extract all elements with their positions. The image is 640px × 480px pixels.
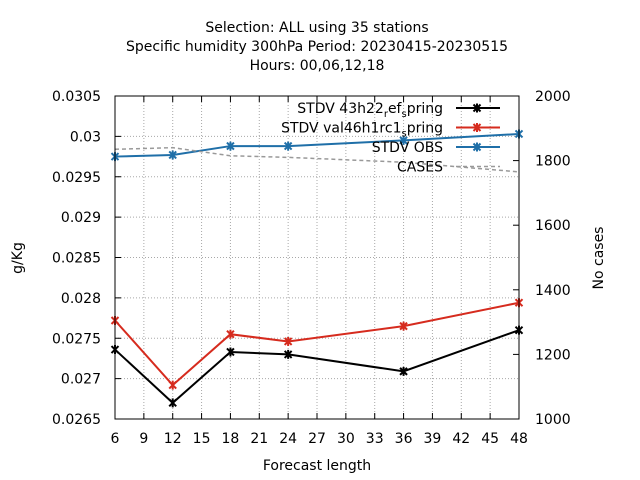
data-point	[283, 336, 293, 346]
chart-title: Selection: ALL using 35 stations Specifi…	[126, 20, 508, 74]
y2-tick-label: 1800	[535, 154, 571, 170]
data-point	[168, 398, 177, 408]
legend-label-part: STDV val46h1rc1	[281, 121, 401, 137]
x-tick-label: 15	[193, 431, 211, 447]
data-point	[399, 366, 408, 376]
point-marker	[168, 380, 177, 390]
data-point	[226, 329, 235, 339]
x-tick-label: 27	[308, 431, 326, 447]
data-point	[399, 321, 408, 331]
title-line-1: Selection: ALL using 35 stations	[205, 20, 428, 36]
title-line-2: Specific humidity 300hPa Period: 2023041…	[126, 39, 508, 55]
x-tick-label: 21	[250, 431, 268, 447]
x-tick-label: 6	[111, 431, 120, 447]
y-tick-label: 0.0275	[52, 331, 101, 347]
point-marker	[399, 135, 408, 145]
legend-label-part: s	[401, 129, 406, 140]
y-tick-label: 0.027	[61, 372, 101, 388]
series-line-stdv-val46h1rc1-spring	[114, 301, 520, 387]
data-point	[399, 135, 408, 145]
point-marker	[168, 398, 177, 408]
x-tick-label: 39	[424, 431, 442, 447]
x-tick-label: 33	[366, 431, 384, 447]
y2-axis-label: No cases	[591, 227, 607, 290]
data-point	[168, 150, 177, 160]
data-point	[226, 141, 235, 151]
point-marker	[283, 141, 293, 151]
y2-tick-label: 2000	[535, 89, 571, 105]
x-tick-label: 18	[222, 431, 240, 447]
legend-label-part: r	[384, 109, 389, 120]
data-point	[226, 347, 235, 357]
point-marker	[226, 347, 235, 357]
legend-label: CASES	[397, 160, 443, 176]
series-line-stdv-43h22-ref-spring	[114, 329, 520, 405]
y-tick-label: 0.0285	[52, 251, 101, 267]
y-tick-label: 0.0305	[52, 89, 101, 105]
y-tick-label: 0.028	[61, 291, 101, 307]
y-axis-label: g/Kg	[10, 242, 26, 274]
series-line-cases	[114, 146, 520, 173]
legend-marker	[472, 103, 482, 113]
legend-label-part: s	[401, 109, 406, 120]
legend-label: STDV val46h1rc1spring	[281, 121, 443, 140]
axis-ticks: 6 9 12 15 18 21 24 27 30 33 36 39 42 45 48 0.0265 0.027 0…	[52, 89, 571, 447]
y2-tick-label: 1600	[535, 218, 571, 234]
x-tick-label: 12	[164, 431, 182, 447]
legend-marker	[472, 142, 482, 152]
legend-label: STDV OBS	[372, 140, 443, 156]
series-line-stdv-obs	[114, 132, 520, 158]
point-marker	[226, 141, 235, 151]
y-tick-label: 0.0265	[52, 412, 101, 428]
point-marker	[168, 150, 177, 160]
title-line-3: Hours: 00,06,12,18	[250, 58, 385, 74]
legend-item: STDV OBS	[372, 140, 500, 156]
legend-label-part: pring	[407, 101, 443, 117]
data-point	[283, 141, 293, 151]
data-point	[168, 380, 177, 390]
legend-label-part: ef	[388, 101, 403, 117]
y-tick-label: 0.03	[70, 129, 101, 145]
legend-label-part: STDV 43h22	[297, 101, 384, 117]
x-tick-label: 36	[395, 431, 413, 447]
x-tick-label: 30	[337, 431, 355, 447]
x-tick-label: 45	[481, 431, 499, 447]
y2-tick-label: 1000	[535, 412, 571, 428]
point-marker	[399, 366, 408, 376]
x-axis-label: Forecast length	[263, 458, 371, 474]
point-marker	[283, 336, 293, 346]
data-point	[283, 349, 293, 359]
y2-tick-label: 1400	[535, 283, 571, 299]
x-tick-label: 48	[510, 431, 528, 447]
x-tick-label: 42	[452, 431, 470, 447]
x-tick-label: 24	[279, 431, 297, 447]
point-marker	[399, 321, 408, 331]
y2-tick-label: 1200	[535, 347, 571, 363]
y-tick-label: 0.0295	[52, 170, 101, 186]
legend-label: STDV 43h22refspring	[297, 101, 443, 120]
legend-item: STDV 43h22refspring	[297, 101, 500, 120]
point-marker	[283, 349, 293, 359]
legend-marker	[472, 123, 482, 132]
legend-label-part: pring	[407, 121, 443, 137]
legend-item: STDV val46h1rc1spring	[281, 121, 500, 140]
y-tick-label: 0.029	[61, 210, 101, 226]
x-tick-label: 9	[139, 431, 148, 447]
point-marker	[226, 329, 235, 339]
legend-item: CASES	[397, 160, 500, 176]
